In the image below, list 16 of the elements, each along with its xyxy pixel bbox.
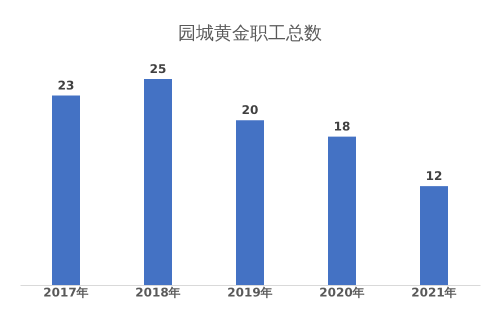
x-tick-label: 2017年 xyxy=(43,286,89,300)
data-label: 18 xyxy=(334,120,350,134)
chart-title: 园城黄金职工总数 xyxy=(178,23,322,44)
bar xyxy=(420,186,448,285)
x-tick-label: 2019年 xyxy=(227,286,273,300)
x-tick-label: 2021年 xyxy=(411,286,457,300)
bar xyxy=(328,136,356,285)
bar xyxy=(236,120,264,285)
bar xyxy=(144,79,172,285)
x-tick-label: 2018年 xyxy=(135,286,181,300)
x-tick-label: 2020年 xyxy=(319,286,365,300)
data-label: 12 xyxy=(426,169,442,184)
bar xyxy=(52,95,80,285)
data-label: 25 xyxy=(150,62,166,76)
data-label: 23 xyxy=(58,78,74,92)
data-label: 20 xyxy=(242,103,258,118)
